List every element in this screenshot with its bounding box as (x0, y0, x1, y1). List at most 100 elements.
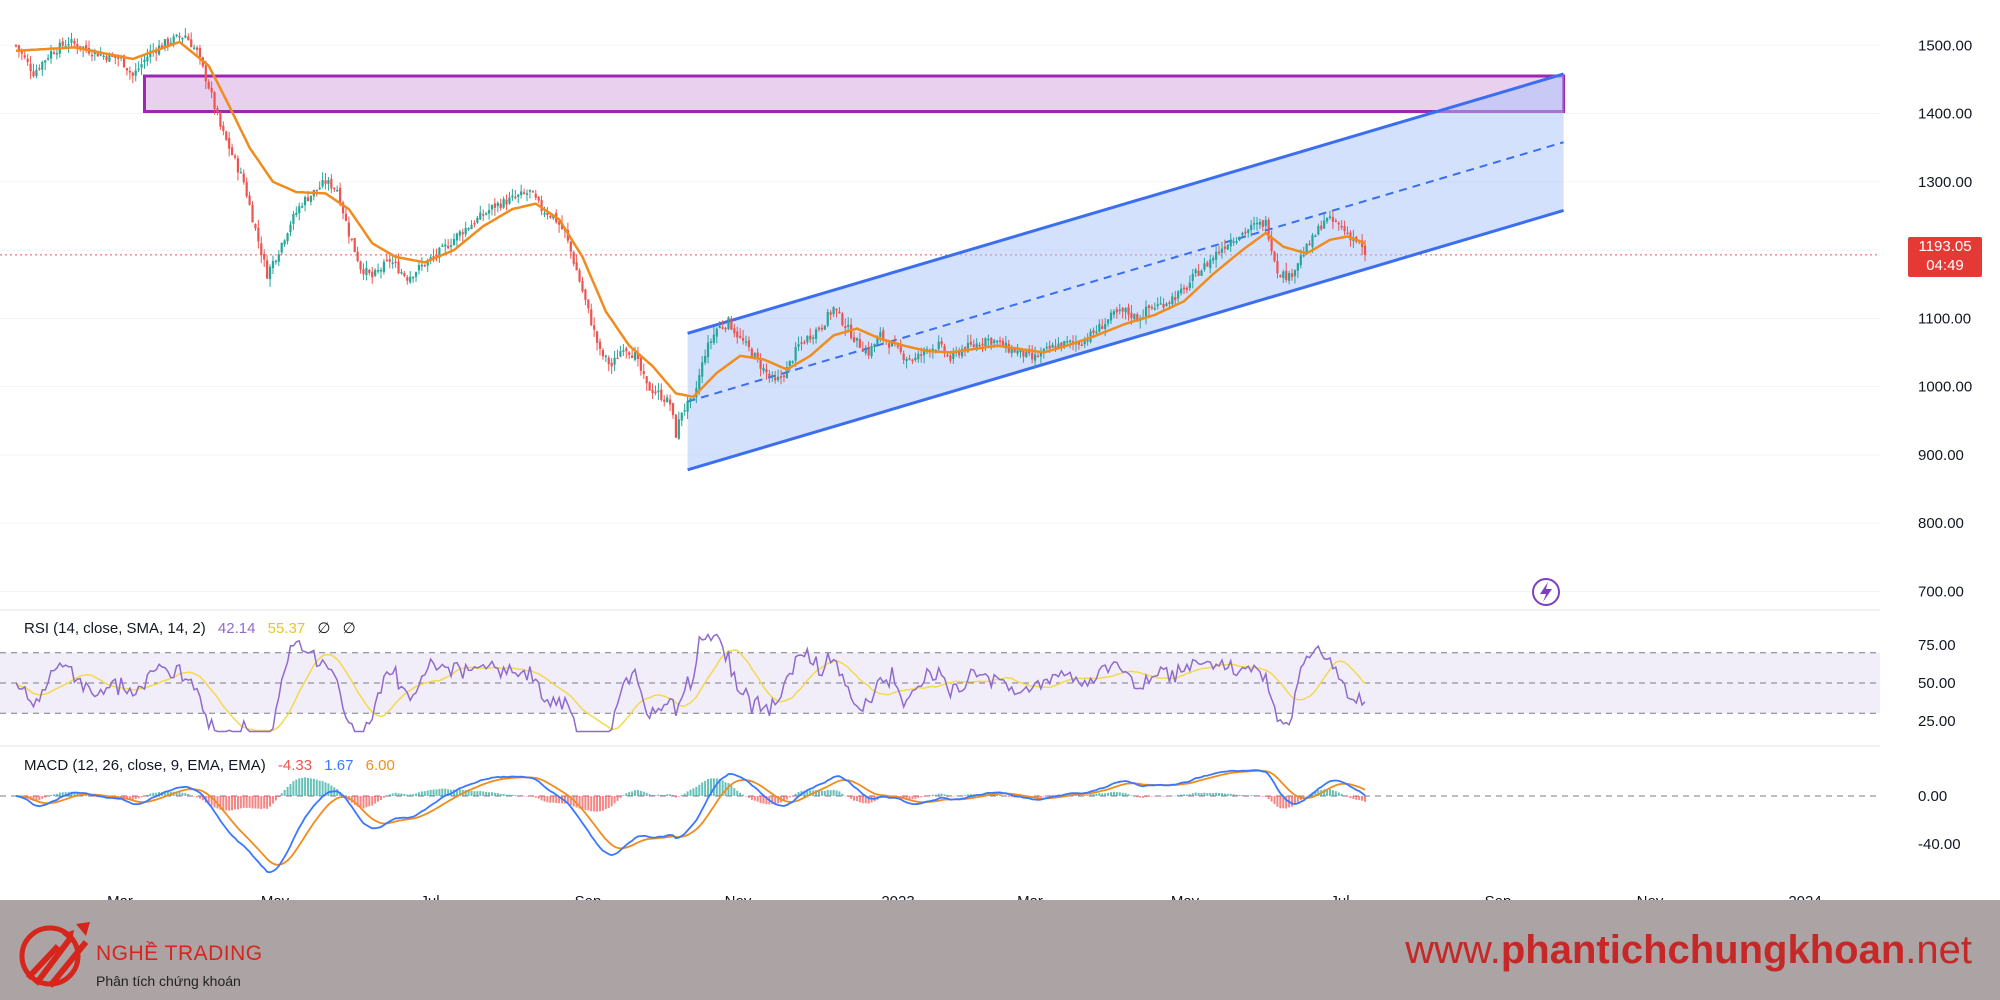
macd-histogram-bar (1089, 794, 1092, 796)
brand-tagline: Phân tích chứng khoán (96, 973, 241, 989)
candle-body (1016, 350, 1019, 354)
candle-body (984, 338, 987, 347)
candle-body (1363, 245, 1367, 255)
macd-histogram-bar (403, 793, 406, 796)
chart-area[interactable]: 1500.001400.001300.001200.001100.001000.… (0, 0, 2000, 910)
macd-histogram-bar (920, 796, 923, 798)
macd-histogram-bar (1276, 796, 1279, 807)
candle-body (195, 47, 199, 50)
price-channel[interactable] (687, 72, 1565, 472)
candle-body (213, 92, 216, 109)
candle-body (841, 313, 844, 326)
candle-body (765, 369, 768, 373)
candle-body (210, 87, 213, 93)
lightning-icon[interactable] (1532, 578, 1560, 606)
macd-histogram-bar (1267, 796, 1270, 799)
macd-histogram-bar (277, 796, 280, 798)
candle-body (852, 337, 856, 343)
macd-histogram-bar (1326, 789, 1329, 796)
candle-body (385, 259, 388, 262)
resistance-zone[interactable] (142, 74, 1566, 114)
website-link[interactable]: www.phantichchungkhoan.net (1405, 928, 1972, 973)
candle-body (1092, 330, 1095, 334)
candle-body (1165, 303, 1168, 306)
candle-body (902, 353, 905, 361)
candle-body (1054, 346, 1057, 349)
rsi-legend[interactable]: RSI (14, close, SMA, 14, 2) 42.14 55.37 … (24, 619, 364, 637)
chart-canvas[interactable]: 1500.001400.001300.001200.001100.001000.… (0, 0, 2000, 910)
macd-histogram-bar (105, 796, 108, 798)
candle-body (379, 269, 383, 272)
macd-histogram-bar (1215, 792, 1218, 796)
candle-body (1159, 303, 1162, 305)
candle-body (1004, 342, 1007, 349)
macd-histogram-bar (90, 796, 93, 797)
rsi-tick-label: 50.00 (1918, 675, 1956, 692)
macd-tick-label: 0.00 (1918, 788, 1947, 805)
candle-body (435, 254, 438, 257)
candle-body (698, 375, 701, 390)
macd-histogram-bar (143, 796, 146, 797)
macd-histogram-bar (1314, 791, 1317, 796)
macd-histogram-bar (1039, 796, 1042, 798)
macd-histogram-bar (470, 790, 473, 796)
macd-histogram-bar (636, 789, 639, 796)
macd-histogram-bar (289, 784, 292, 796)
candle-body (382, 261, 386, 272)
candle-body (528, 189, 532, 192)
candle-body (38, 67, 41, 70)
macd-histogram-bar (324, 782, 327, 796)
macd-histogram-bar (593, 796, 596, 812)
macd-histogram-bar (1004, 795, 1007, 797)
candle-body (1136, 314, 1139, 322)
macd-histogram-bar (301, 777, 304, 796)
candle-body (1156, 304, 1159, 307)
macd-histogram-bar (1203, 792, 1206, 796)
candle-body (134, 70, 137, 76)
candle-body (668, 399, 672, 405)
candle-body (829, 312, 832, 315)
macd-histogram-bar (858, 796, 861, 803)
candle-body (228, 138, 231, 149)
macd-histogram-bar (242, 796, 245, 808)
candle-body (943, 346, 946, 354)
candle-body (511, 195, 514, 198)
candle-body (774, 377, 777, 381)
macd-histogram-bar (394, 792, 397, 796)
macd-histogram-bar (155, 792, 158, 796)
macd-histogram-bar (1147, 796, 1150, 797)
macd-histogram-bar (558, 796, 561, 804)
time-axis[interactable]: Mar May Jul Sep Nov 2023 Mar May Jul Sep Nov 2024 (107, 893, 1822, 910)
macd-histogram-bar (131, 796, 134, 800)
time-tick-label: Sep (1485, 893, 1512, 900)
candle-body (222, 125, 225, 131)
macd-histogram-bar (292, 781, 295, 796)
macd-legend[interactable]: MACD (12, 26, close, 9, EMA, EMA) -4.33 … (24, 757, 403, 774)
price-tick-label: 1300.00 (1918, 174, 1972, 191)
macd-histogram-bar (794, 793, 797, 796)
candle-body (1247, 229, 1250, 233)
macd-histogram-bar (943, 794, 946, 796)
price-axis[interactable]: 1500.001400.001300.001200.001100.001000.… (1880, 0, 2000, 900)
candle-body (1340, 225, 1343, 228)
candle-body (744, 341, 748, 343)
candle-body (400, 271, 403, 274)
candle-body (350, 238, 353, 241)
macd-histogram-bar (55, 793, 58, 796)
macd-histogram-bar (555, 796, 558, 804)
candle-body (84, 45, 88, 50)
candle-body (64, 45, 67, 48)
macd-histogram-bar (1142, 796, 1145, 798)
macd-histogram-bar (809, 790, 812, 796)
candle-body (680, 412, 683, 421)
candle-body (1317, 225, 1320, 235)
macd-histogram-bar (318, 780, 321, 796)
candle-body (166, 38, 169, 45)
candle-body (636, 352, 640, 359)
candle-body (128, 70, 131, 73)
candle-body (607, 357, 610, 365)
candle-body (365, 267, 368, 275)
candle-body (225, 131, 228, 140)
candle-body (721, 327, 724, 329)
macd-histogram-bar (1343, 795, 1346, 796)
